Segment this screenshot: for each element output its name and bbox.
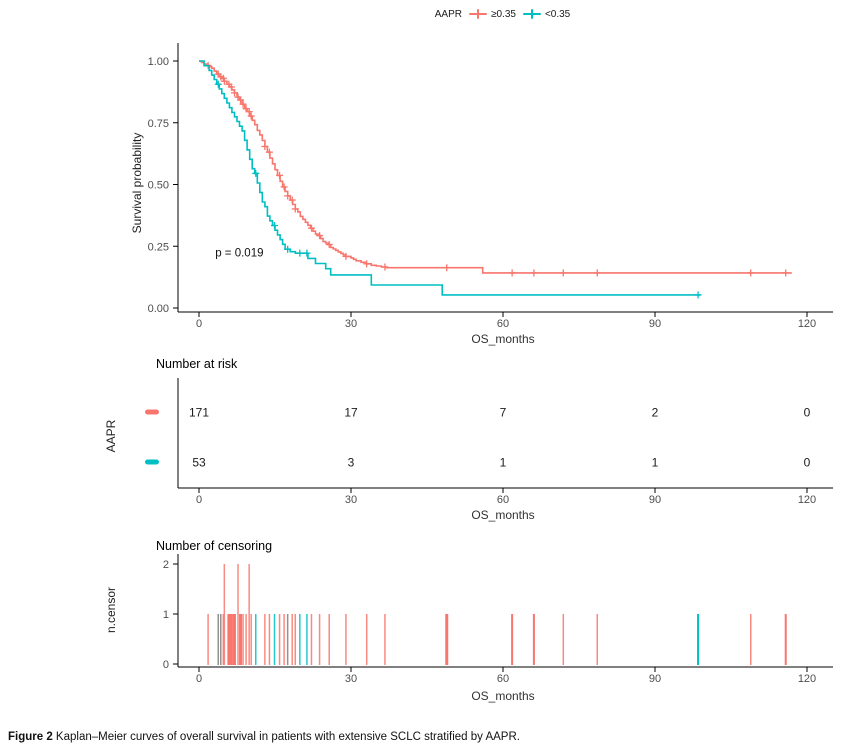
svg-text:60: 60 <box>497 494 509 506</box>
risk-y-axis-label: AAPR <box>104 419 118 453</box>
svg-text:0: 0 <box>196 494 202 506</box>
figure-caption: Figure 2 Kaplan–Meier curves of overall … <box>8 731 520 743</box>
km-y-axis-label: Survival probability <box>130 132 144 234</box>
svg-text:0: 0 <box>163 659 169 671</box>
svg-text:30: 30 <box>345 673 357 685</box>
svg-text:120: 120 <box>798 318 816 330</box>
km-legend: AAPR ≥0.35 <0.35 <box>185 6 820 22</box>
km-curve-ge035 <box>199 60 792 277</box>
risk-x-axis-label: OS_months <box>471 508 535 522</box>
svg-text:30: 30 <box>345 318 357 330</box>
risk-count: 1 <box>652 456 659 470</box>
svg-text:0: 0 <box>196 318 202 330</box>
svg-text:2: 2 <box>163 559 169 571</box>
legend-item-ge035: ≥0.35 <box>468 8 516 20</box>
censor-x-axis-label: OS_months <box>471 689 535 703</box>
censor-plot: 0 30 60 90 120 0 1 2 <box>163 554 833 685</box>
svg-text:90: 90 <box>649 494 661 506</box>
p-value-annotation: p = 0.019 <box>215 247 263 259</box>
risk-count: 53 <box>192 456 206 470</box>
risk-count: 2 <box>652 406 659 420</box>
svg-text:0.25: 0.25 <box>148 241 169 253</box>
legend-item-label: ≥0.35 <box>490 8 516 20</box>
legend-title: AAPR <box>434 8 462 20</box>
risk-count: 0 <box>804 456 811 470</box>
svg-text:30: 30 <box>345 494 357 506</box>
risk-table-title: Number at risk <box>156 357 238 371</box>
svg-text:60: 60 <box>497 318 509 330</box>
svg-text:0.00: 0.00 <box>148 303 169 315</box>
svg-text:90: 90 <box>649 318 661 330</box>
censor-plus-icon <box>522 8 541 20</box>
svg-text:0: 0 <box>196 673 202 685</box>
risk-table: 0 30 60 90 120 171 17 7 2 0 53 3 1 1 0 <box>145 378 833 506</box>
svg-text:60: 60 <box>497 673 509 685</box>
svg-text:1: 1 <box>163 609 169 621</box>
risk-count: 7 <box>500 406 507 420</box>
legend-item-label: <0.35 <box>544 8 571 20</box>
svg-text:120: 120 <box>798 673 816 685</box>
km-x-axis-label: OS_months <box>471 332 535 346</box>
risk-count: 3 <box>348 456 355 470</box>
svg-text:0.50: 0.50 <box>148 180 169 192</box>
risk-count: 171 <box>189 406 209 420</box>
censor-y-axis-label: n.censor <box>104 586 118 634</box>
figure-caption-text: Kaplan–Meier curves of overall survival … <box>52 731 520 743</box>
svg-text:1.00: 1.00 <box>148 56 169 68</box>
risk-count: 17 <box>344 406 358 420</box>
svg-text:0.75: 0.75 <box>148 118 169 130</box>
km-curve-lt035 <box>199 60 702 299</box>
risk-count: 0 <box>804 406 811 420</box>
svg-text:120: 120 <box>798 494 816 506</box>
risk-count: 1 <box>500 456 507 470</box>
legend-item-lt035: <0.35 <box>522 8 571 20</box>
censor-plus-icon <box>468 8 487 20</box>
km-plot: 0 30 60 90 120 0.00 0.25 0.50 0.75 1.00 p = 0.019 <box>148 43 833 330</box>
figure-caption-label: Figure 2 <box>8 731 53 743</box>
censor-plot-title: Number of censoring <box>156 539 273 553</box>
svg-text:90: 90 <box>649 673 661 685</box>
